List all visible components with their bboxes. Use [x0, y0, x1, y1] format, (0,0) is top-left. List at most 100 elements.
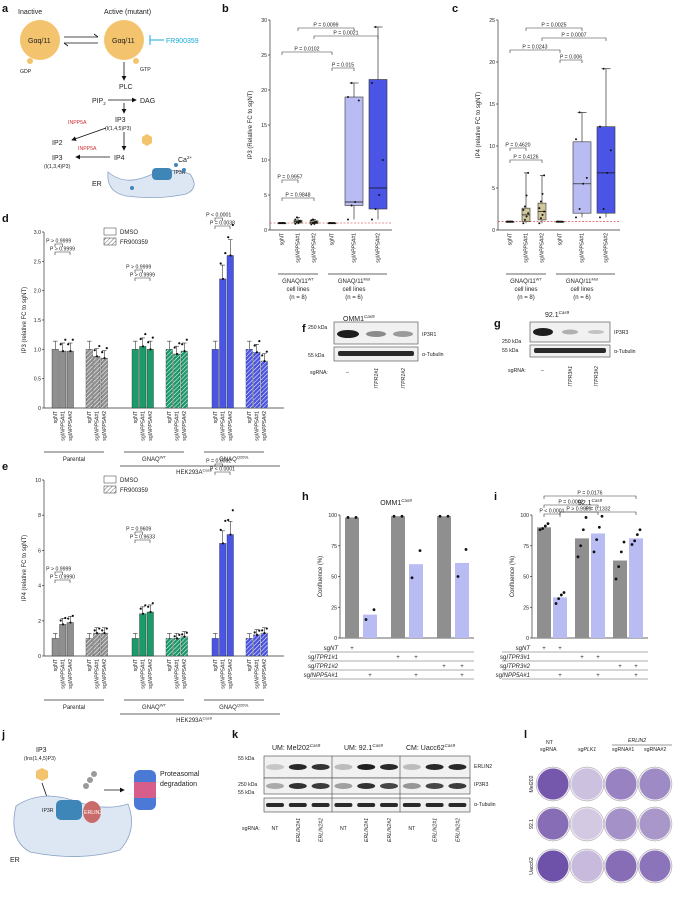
- e-bar-12: [211, 638, 219, 657]
- d-bar-hatch-10: [173, 354, 180, 408]
- b-point-5-4: [371, 82, 373, 84]
- b-point-3-2: [331, 222, 334, 224]
- d-ytick-label-5: 2.5: [34, 259, 41, 265]
- d-pt-8-1: [149, 348, 152, 351]
- blot-k-tubulin-band-6: [402, 803, 421, 807]
- blot-f-band-1: [337, 330, 359, 338]
- b-point-5-0: [371, 218, 373, 221]
- c-box-4: [572, 141, 592, 214]
- i-bar-4: [613, 560, 627, 638]
- e-cat-8: sgINPP5A#2: [148, 659, 154, 689]
- e-cat-17: sgINPP5A#2: [262, 659, 268, 689]
- blot-k-erlin-band-3: [334, 764, 353, 770]
- e-pt-11-1: [183, 635, 186, 638]
- panel-f-band-ip3r1: IP3R1: [422, 332, 437, 338]
- b-bracket-0-line: [297, 27, 355, 31]
- d-legend-dmso: DMSO: [120, 230, 138, 236]
- b-group2-sub: cell lines: [342, 287, 365, 293]
- panel-l-row-921: 92.1: [529, 819, 535, 829]
- d-group-label-0: Parental: [63, 457, 85, 463]
- d-pt-4-1: [95, 355, 99, 358]
- inpp5a-label-2: INPP5A: [78, 146, 97, 152]
- panel-j-ip3-sub: (Ins(1,4,5)P3): [24, 756, 56, 762]
- b-point-2-4: [310, 219, 313, 222]
- d-ytick-label-4: 2.0: [34, 289, 41, 295]
- e-pt-17-1: [263, 632, 266, 635]
- d-cat-8: sgINPP5A#2: [148, 411, 154, 441]
- h-pt-1-1: [372, 608, 376, 612]
- e-cat-16: sgINPP5A#1: [254, 659, 260, 689]
- i-pt-2-1: [579, 544, 583, 548]
- panel-b: b 0 5 10 15 20 25 30 IP3 (Relative FC to sgNT) s…: [222, 3, 392, 301]
- c-point-3-5: [557, 220, 560, 223]
- blot-k-tubulin-band-2: [311, 803, 330, 807]
- panel-j-ip3r: [56, 800, 82, 820]
- e-pt-4-0: [93, 629, 96, 632]
- blot-k: [263, 755, 471, 813]
- b-point-3-3: [333, 222, 336, 224]
- c-point-4-2: [582, 182, 585, 185]
- e-bar-8: [146, 611, 154, 657]
- e-bar-hatch-10: [173, 638, 180, 656]
- c-ytick-label-0: 0: [492, 228, 495, 234]
- b-bracket-3-line: [331, 67, 355, 71]
- ip2-label: IP2: [52, 140, 63, 147]
- c-point-5-1: [602, 208, 605, 210]
- inpp5a-label-1: INPP5A: [68, 120, 87, 126]
- e-bracket-1-text: P = 0.9990: [50, 575, 75, 581]
- blot-k-ip3r3-band-4: [357, 783, 376, 789]
- panel-j: j IP3 (Ins(1,4,5)P3) ER IP3R ERLIN2 Prot…: [1, 729, 200, 864]
- panel-k-mw-55b: 55 kDa: [238, 790, 255, 796]
- i-pt-0-0: [538, 528, 542, 532]
- e-pt-4-2: [98, 627, 101, 630]
- i-bar-3: [591, 533, 605, 638]
- h-mark-3-1: +: [368, 673, 372, 679]
- e-cat-1: sgINPP5A#1: [60, 659, 66, 689]
- e-bracket-3-text: P = 0.9633: [130, 535, 155, 541]
- c-ytick-label-5: 25: [489, 18, 495, 24]
- panel-i: i 92.1Cas9 0 25 50 75 100 Confluence (%) P = 0.…: [494, 491, 648, 680]
- blot-k-tubulin-band-0: [266, 803, 284, 807]
- h-pt-5-1: [464, 548, 468, 551]
- blot-k-ip3r3-band-6: [402, 783, 421, 789]
- c-point-2-5: [539, 200, 542, 203]
- panel-f-lane-3: ITPR1#2: [401, 368, 407, 389]
- i-mark-2-4: +: [618, 664, 622, 670]
- er-membrane-shape: [107, 170, 195, 198]
- d-cat-16: sgINPP5A#1: [254, 411, 260, 441]
- panel-f-mw-250: 250 kDa: [308, 325, 327, 331]
- i-bar-2: [575, 538, 589, 638]
- b-point-3-5: [329, 222, 332, 224]
- e-bar-hatch-9: [166, 638, 173, 656]
- d-bar-hatch-4: [93, 356, 100, 408]
- c-group1-n: (n = 8): [517, 295, 535, 301]
- c-cat-5: sgINPP5A#2: [604, 233, 610, 263]
- d-pt-8-0: [147, 341, 150, 344]
- d-cat-1: sgINPP5A#1: [60, 411, 66, 441]
- e-pt-14-2: [231, 509, 234, 512]
- c-point-1-6: [525, 194, 528, 197]
- c-point-5-3: [609, 149, 612, 152]
- b-point-4-2: [354, 201, 357, 203]
- i-pt-5-0: [630, 543, 634, 546]
- blot-k-tubulin-band-8: [448, 803, 467, 807]
- panel-k-lane-0: NT: [272, 826, 280, 832]
- d-pt-1-0: [59, 343, 62, 346]
- d-cat-7: sgINPP5A#1: [140, 411, 146, 441]
- d-bar-1: [59, 350, 67, 409]
- e-cat-14: sgINPP5A#2: [228, 659, 234, 689]
- well-stain-1-3: [639, 808, 671, 840]
- d-pt-17-2: [265, 350, 268, 353]
- c-point-2-0: [538, 222, 541, 225]
- e-bar-hatch-3: [86, 638, 93, 656]
- panel-k-lane-1: ERLIN2#1: [296, 818, 302, 842]
- c-cat-4: sgINPP5A#1: [580, 233, 586, 263]
- h-mark-2-4: +: [442, 664, 446, 670]
- e-bracket-4-line: [214, 463, 223, 467]
- e-pt-14-1: [229, 533, 232, 536]
- e-bar-hatch-11: [181, 636, 188, 656]
- c-cat-3: sgNT: [558, 232, 564, 245]
- blot-k-tubulin-band-1: [288, 803, 307, 807]
- i-bar-5: [629, 538, 643, 638]
- panel-k-cell-2: UM: 92.1Cas9: [344, 743, 383, 752]
